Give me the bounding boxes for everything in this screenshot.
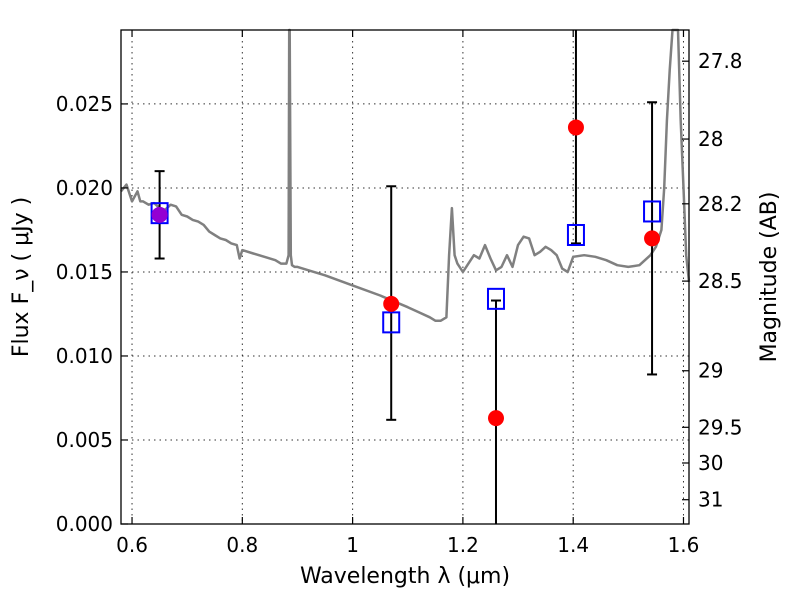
y-tick-label: 0.005 xyxy=(56,428,113,452)
tick-labels: 0.6 0.8 1 1.2 1.4 1.6 0.000 0.005 0.010 0.015 0.02… xyxy=(56,49,743,557)
magnitude-tick-label: 31 xyxy=(698,488,723,512)
synthetic-photometry xyxy=(150,200,662,334)
magnitude-tick-label: 27.8 xyxy=(698,49,743,73)
error-bars xyxy=(154,30,658,524)
magnitude-tick-label: 29 xyxy=(698,359,723,383)
y-tick-label: 0.010 xyxy=(56,344,113,368)
grid-lines xyxy=(121,30,689,524)
observed-point xyxy=(644,230,661,247)
observed-point xyxy=(487,410,504,427)
y-tick-label: 0.020 xyxy=(56,176,113,200)
magnitude-tick-label: 28.5 xyxy=(698,269,743,293)
synthetic-square xyxy=(382,311,401,334)
plot-frame xyxy=(120,29,690,525)
observed-point xyxy=(383,295,400,312)
magnitude-tick-label: 28.2 xyxy=(698,192,743,216)
y-tick-label: 0.000 xyxy=(56,512,113,536)
magnitude-tick-label: 28 xyxy=(698,127,723,151)
axis-ticks xyxy=(121,30,689,525)
observed-photometry xyxy=(151,119,661,427)
magnitude-tick-label: 29.5 xyxy=(698,415,743,439)
x-tick-label: 1.6 xyxy=(668,533,700,557)
model-spectrum-line xyxy=(120,28,691,322)
observed-point xyxy=(151,206,168,223)
synthetic-square xyxy=(643,200,662,223)
x-axis-label: Wavelength λ (μm) xyxy=(300,564,510,589)
synthetic-square xyxy=(566,223,585,246)
y-axis-label: Flux F_ν ( μJy ) xyxy=(9,197,34,357)
x-tick-label: 0.8 xyxy=(226,533,258,557)
x-tick-label: 1.2 xyxy=(447,533,479,557)
right-axis-label: Magnitude (AB) xyxy=(757,192,782,363)
observed-point xyxy=(567,119,584,136)
synthetic-square xyxy=(150,202,169,225)
magnitude-tick-label: 30 xyxy=(698,451,723,475)
x-tick-label: 1.4 xyxy=(557,533,589,557)
x-tick-label: 0.6 xyxy=(116,533,148,557)
y-tick-label: 0.015 xyxy=(56,260,113,284)
y-tick-label: 0.025 xyxy=(56,92,113,116)
synthetic-square xyxy=(486,287,505,310)
model-spectrum xyxy=(120,28,691,322)
x-tick-label: 1 xyxy=(346,533,359,557)
